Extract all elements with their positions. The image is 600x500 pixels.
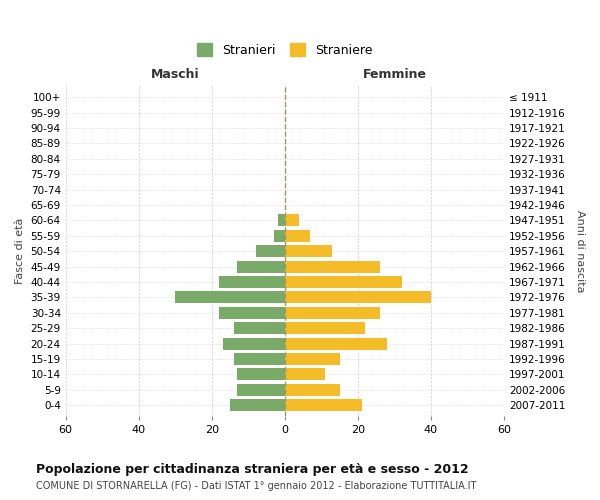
Bar xyxy=(285,307,380,319)
Bar xyxy=(233,322,285,334)
Bar xyxy=(175,292,285,304)
Bar xyxy=(238,384,285,396)
Bar xyxy=(238,260,285,272)
Bar xyxy=(285,384,340,396)
Bar xyxy=(285,338,387,349)
Bar xyxy=(219,276,285,288)
Bar xyxy=(233,353,285,365)
Bar xyxy=(285,245,332,257)
Bar xyxy=(278,214,285,226)
Bar xyxy=(285,292,431,304)
Bar xyxy=(285,353,340,365)
Y-axis label: Fasce di età: Fasce di età xyxy=(15,218,25,284)
Text: Popolazione per cittadinanza straniera per età e sesso - 2012: Popolazione per cittadinanza straniera p… xyxy=(36,462,469,475)
Text: Maschi: Maschi xyxy=(151,68,200,81)
Text: COMUNE DI STORNARELLA (FG) - Dati ISTAT 1° gennaio 2012 - Elaborazione TUTTITALI: COMUNE DI STORNARELLA (FG) - Dati ISTAT … xyxy=(36,481,476,491)
Text: Femmine: Femmine xyxy=(362,68,427,81)
Bar xyxy=(285,322,365,334)
Bar xyxy=(219,307,285,319)
Bar xyxy=(274,230,285,242)
Bar xyxy=(285,214,299,226)
Bar xyxy=(285,399,362,411)
Bar xyxy=(285,260,380,272)
Bar xyxy=(238,368,285,380)
Bar xyxy=(285,230,310,242)
Bar xyxy=(285,368,325,380)
Legend: Stranieri, Straniere: Stranieri, Straniere xyxy=(197,44,373,57)
Bar xyxy=(285,276,401,288)
Bar xyxy=(256,245,285,257)
Bar xyxy=(223,338,285,349)
Bar xyxy=(230,399,285,411)
Y-axis label: Anni di nascita: Anni di nascita xyxy=(575,210,585,292)
